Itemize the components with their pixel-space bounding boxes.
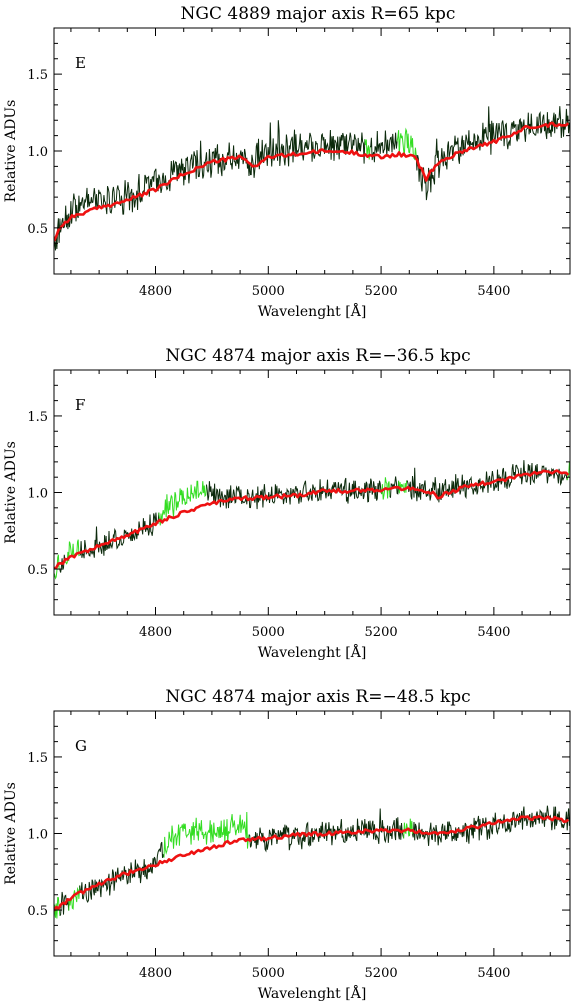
observed-spectrum-segment — [415, 106, 570, 201]
x-tick-label: 5000 — [252, 625, 285, 640]
x-tick-label: 4800 — [139, 966, 172, 981]
x-axis-label: Wavelenght [Å] — [258, 302, 367, 320]
masked-spectrum-segment — [68, 885, 81, 911]
y-axis-label: Relative ADUs — [3, 782, 19, 885]
observed-spectrum-segment — [248, 808, 405, 853]
y-tick-label: 1.5 — [27, 410, 48, 425]
masked-spectrum-segment — [398, 480, 408, 494]
observed-spectrum-segment — [79, 512, 160, 559]
observed-spectrum-segment — [370, 130, 398, 163]
observed-spectrum-segment — [406, 460, 568, 503]
masked-spectrum-segment — [65, 539, 80, 565]
x-axis-label: Wavelenght [Å] — [258, 643, 367, 661]
x-tick-label: 5400 — [477, 284, 510, 299]
observed-spectrum-segment — [79, 841, 165, 903]
chart-panel-e: NGC 4889 major axis R=65 kpc E Relative AD… — [3, 4, 571, 320]
chart-title: NGC 4874 major axis R=−48.5 kpc — [165, 687, 470, 707]
x-tick-label: 5200 — [365, 966, 398, 981]
y-tick-label: 0.5 — [27, 904, 48, 919]
y-tick-label: 1.5 — [27, 751, 48, 766]
x-tick-label: 4800 — [139, 284, 172, 299]
plot-area — [54, 106, 570, 251]
x-tick-label: 5000 — [252, 284, 285, 299]
x-tick-label: 5000 — [252, 966, 285, 981]
masked-spectrum-segment — [396, 127, 417, 161]
model-fit-line — [54, 814, 570, 912]
y-tick-label: 0.5 — [27, 222, 48, 237]
x-tick-label: 5400 — [477, 966, 510, 981]
chart-title: NGC 4889 major axis R=65 kpc — [181, 4, 456, 24]
chart-title: NGC 4874 major axis R=−36.5 kpc — [165, 346, 470, 366]
x-tick-label: 5200 — [365, 625, 398, 640]
x-tick-label: 5400 — [477, 625, 510, 640]
y-tick-label: 1.0 — [27, 487, 48, 502]
masked-spectrum-segment — [163, 811, 250, 858]
model-fit-line — [54, 121, 570, 242]
y-tick-label: 1.0 — [27, 145, 48, 160]
panel-letter: F — [75, 396, 85, 414]
chart-panel-g: NGC 4874 major axis R=−48.5 kpc G Relative… — [3, 687, 571, 1002]
x-axis-label: Wavelenght [Å] — [258, 984, 367, 1002]
y-tick-label: 1.5 — [27, 68, 48, 83]
y-tick-label: 0.5 — [27, 563, 48, 578]
y-axis-label: Relative ADUs — [3, 100, 19, 203]
plot-area — [54, 805, 570, 921]
y-tick-label: 1.0 — [27, 828, 48, 843]
panel-letter: E — [75, 54, 86, 72]
masked-spectrum-segment — [364, 139, 371, 160]
model-fit-line — [54, 469, 570, 570]
chart-panel-f: NGC 4874 major axis R=−36.5 kpc F Relative… — [3, 346, 571, 661]
plot-area — [54, 460, 570, 580]
panel-letter: G — [75, 737, 87, 755]
y-axis-label: Relative ADUs — [3, 441, 19, 544]
masked-spectrum-segment — [381, 477, 391, 500]
masked-spectrum-segment — [566, 462, 570, 481]
x-tick-label: 5200 — [365, 284, 398, 299]
observed-spectrum-segment — [412, 805, 570, 846]
observed-spectrum-segment — [54, 120, 366, 251]
masked-spectrum-segment — [158, 480, 207, 526]
x-tick-label: 4800 — [139, 625, 172, 640]
